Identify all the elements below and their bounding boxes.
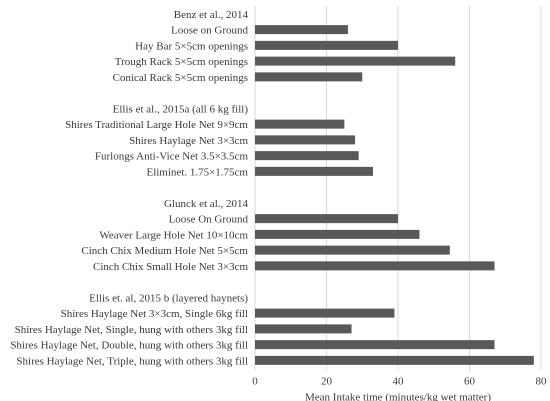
bar bbox=[255, 151, 359, 161]
category-label: Cinch Chix Small Hole Net 3×3cm bbox=[93, 261, 248, 273]
bar bbox=[255, 119, 345, 129]
category-label: Loose on Ground bbox=[171, 25, 248, 37]
bar bbox=[255, 261, 495, 271]
category-label: Shires Haylage Net 3×3cm, Single 6kg fil… bbox=[61, 308, 248, 320]
bar bbox=[255, 166, 373, 176]
x-tick-label: 80 bbox=[536, 375, 548, 387]
category-label: Shires Haylage Net, Single, hung with ot… bbox=[15, 324, 248, 336]
bar bbox=[255, 56, 456, 66]
category-label: Shires Haylage Net 3×3cm bbox=[129, 135, 248, 147]
x-tick-label: 60 bbox=[464, 375, 476, 387]
category-label: Furlongs Anti-Vice Net 3.5×3.5cm bbox=[95, 151, 249, 163]
bar bbox=[255, 72, 363, 82]
x-tick-labels: 0 20 40 60 80 bbox=[252, 375, 547, 387]
category-label: Shires Traditional Large Hole Net 9×9cm bbox=[65, 119, 248, 131]
bar bbox=[255, 25, 348, 35]
bar bbox=[255, 135, 356, 145]
category-label: Weaver Large Hole Net 10×10cm bbox=[99, 229, 248, 241]
category-label: Loose On Ground bbox=[169, 214, 249, 226]
bar bbox=[255, 40, 398, 50]
x-tick-label: 20 bbox=[321, 375, 333, 387]
category-label: Hay Bar 5×5cm openings bbox=[135, 40, 248, 52]
x-tick-label: 0 bbox=[252, 375, 258, 387]
bar bbox=[255, 355, 534, 365]
bar bbox=[255, 214, 398, 224]
category-label: Eliminet. 1.75×1.75cm bbox=[146, 166, 248, 178]
x-tick-label: 40 bbox=[393, 375, 405, 387]
bar bbox=[255, 245, 450, 255]
bars bbox=[255, 25, 534, 365]
category-label: Shires Haylage Net, Triple, hung with ot… bbox=[16, 355, 248, 367]
bar bbox=[255, 229, 420, 239]
category-label: Benz et al., 2014 bbox=[174, 9, 249, 21]
category-label: Shires Haylage Net, Double, hung with ot… bbox=[10, 340, 248, 352]
category-label: Cinch Chix Medium Hole Net 5×5cm bbox=[81, 245, 248, 257]
category-label: Ellis et. al, 2015 b (layered haynets) bbox=[89, 292, 248, 304]
category-label: Trough Rack 5×5cm openings bbox=[115, 56, 248, 68]
category-label: Ellis et al., 2015a (all 6 kg fill) bbox=[113, 103, 249, 115]
category-label: Conical Rack 5×5cm openings bbox=[113, 72, 248, 84]
bar bbox=[255, 324, 352, 334]
bar bbox=[255, 340, 495, 350]
bar bbox=[255, 308, 395, 318]
category-label: Glunck et al., 2014 bbox=[164, 198, 249, 210]
category-labels: Benz et al., 2014 Loose on Ground Hay Bar … bbox=[10, 9, 248, 368]
x-axis-title: Mean Intake time (minutes/kg wet matter) bbox=[305, 391, 491, 401]
